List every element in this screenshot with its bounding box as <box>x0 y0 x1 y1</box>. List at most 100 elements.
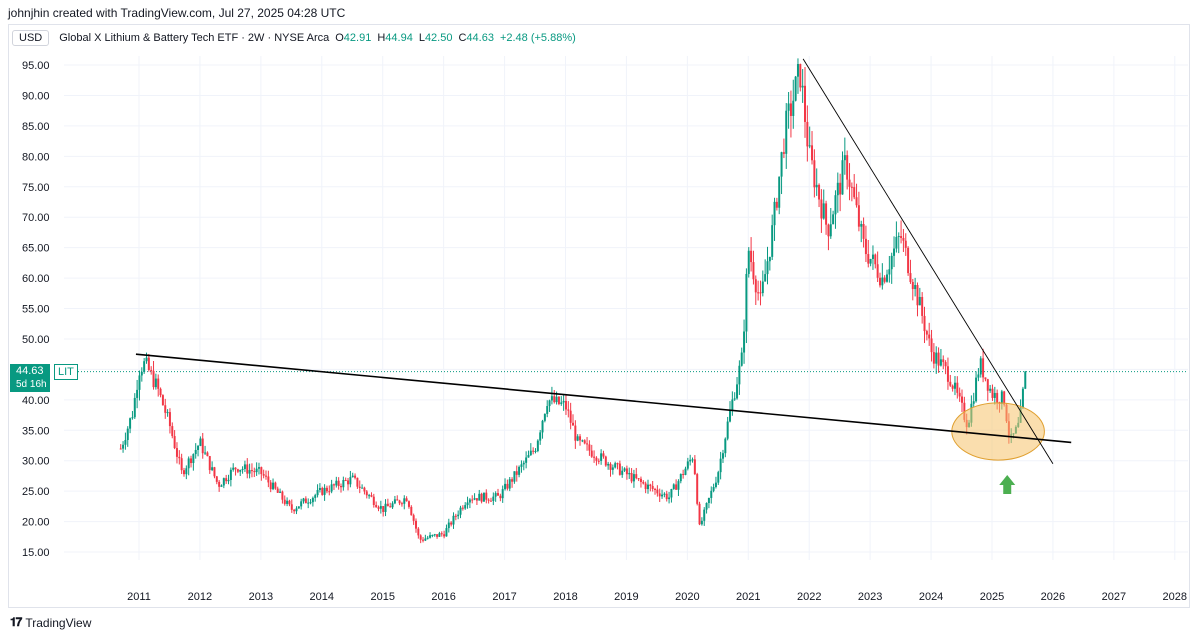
candle-body <box>386 503 389 507</box>
candle-body <box>745 273 748 332</box>
candle-body <box>909 273 912 283</box>
candle-body <box>194 449 197 455</box>
currency-button[interactable]: USD <box>12 30 50 46</box>
candle-body <box>372 496 375 505</box>
candle-body <box>464 505 467 509</box>
candle-body <box>939 359 942 366</box>
candle-body <box>656 489 659 494</box>
candle-body <box>724 438 727 454</box>
candle-body <box>982 358 985 378</box>
open-value: 42.91 <box>343 32 372 44</box>
last-price-tag: 44.63 5d 16h <box>10 364 50 392</box>
candle-body <box>138 375 141 390</box>
candle-body <box>761 281 764 294</box>
candle-body <box>754 279 757 293</box>
x-tick-label: 2014 <box>310 591 334 603</box>
candle-body <box>644 483 647 490</box>
candle-body <box>309 502 312 504</box>
candle-body <box>375 504 378 508</box>
candle-body <box>801 85 804 88</box>
y-tick-label: 60.00 <box>22 273 50 285</box>
candle-body <box>311 497 314 503</box>
candle-body <box>637 478 640 480</box>
candle-body <box>768 256 771 262</box>
candle-body <box>675 484 678 490</box>
candle-body <box>497 493 500 496</box>
bar-countdown: 5d 16h <box>16 379 47 390</box>
y-tick-label: 95.00 <box>22 60 50 72</box>
y-tick-label: 85.00 <box>22 121 50 133</box>
candle-body <box>316 490 319 496</box>
candle-body <box>384 503 387 512</box>
candle-body <box>726 421 729 439</box>
tradingview-logo[interactable]: 𝟏𝟕 TradingView <box>10 615 91 630</box>
candle-body <box>907 247 910 274</box>
symbol-title[interactable]: Global X Lithium & Battery Tech ETF · 2W… <box>59 32 330 44</box>
candle-body <box>740 352 743 366</box>
candle-body <box>276 488 279 493</box>
candle-body <box>916 285 919 306</box>
candle-body <box>361 487 364 489</box>
y-tick-label: 20.00 <box>22 517 50 529</box>
candle-body <box>689 459 692 462</box>
candle-body <box>604 456 607 466</box>
candle-body <box>736 384 739 399</box>
candle-body <box>365 491 368 496</box>
candle-body <box>297 506 300 509</box>
candle-body <box>820 199 823 219</box>
candle-body <box>471 499 474 501</box>
candle-body <box>567 409 570 411</box>
candle-body <box>932 352 935 364</box>
candle-body <box>935 352 938 364</box>
candle-body <box>942 359 945 363</box>
candle-body <box>236 469 239 472</box>
candle-body <box>389 506 392 508</box>
candle-body <box>489 500 492 502</box>
candle-body <box>335 480 338 486</box>
candle-body <box>197 445 200 450</box>
last-price-value: 44.63 <box>16 365 44 377</box>
candle-body <box>485 492 488 500</box>
x-tick-label: 2025 <box>980 591 1004 603</box>
resistance-trendline <box>802 58 1054 464</box>
candle-body <box>808 145 811 147</box>
close-label: C <box>458 32 467 44</box>
candle-body <box>682 474 685 476</box>
candle-body <box>621 470 624 475</box>
high-value: 44.94 <box>385 32 413 44</box>
candle-body <box>614 463 617 468</box>
candle-body <box>729 409 732 422</box>
close-value: 44.63 <box>466 32 494 44</box>
candle-body <box>677 481 680 490</box>
high-label: H <box>377 32 386 44</box>
candle-body <box>302 498 305 502</box>
candle-body <box>358 486 361 488</box>
candle-body <box>785 110 788 154</box>
candle-body <box>426 537 429 539</box>
x-tick-label: 2011 <box>127 591 151 603</box>
candle-body <box>501 489 504 499</box>
candle-body <box>520 464 523 467</box>
candle-body <box>157 378 160 389</box>
candle-body <box>206 452 209 457</box>
candle-body <box>914 285 917 290</box>
candle-body <box>405 498 408 502</box>
candle-body <box>616 463 619 465</box>
candle-body <box>260 467 263 475</box>
candle-body <box>515 471 518 475</box>
candle-body <box>229 469 232 480</box>
candle-body <box>218 481 221 487</box>
candle-body <box>473 498 476 500</box>
candle-body <box>450 522 453 525</box>
candle-body <box>239 469 242 472</box>
candle-body <box>262 474 265 476</box>
candle-body <box>124 440 127 445</box>
candle-body <box>719 458 722 473</box>
candle-body <box>140 371 143 376</box>
candle-body <box>321 488 324 495</box>
candle-body <box>168 412 171 427</box>
candle-body <box>253 471 256 473</box>
candle-body <box>979 358 982 375</box>
candle-body <box>958 392 961 397</box>
